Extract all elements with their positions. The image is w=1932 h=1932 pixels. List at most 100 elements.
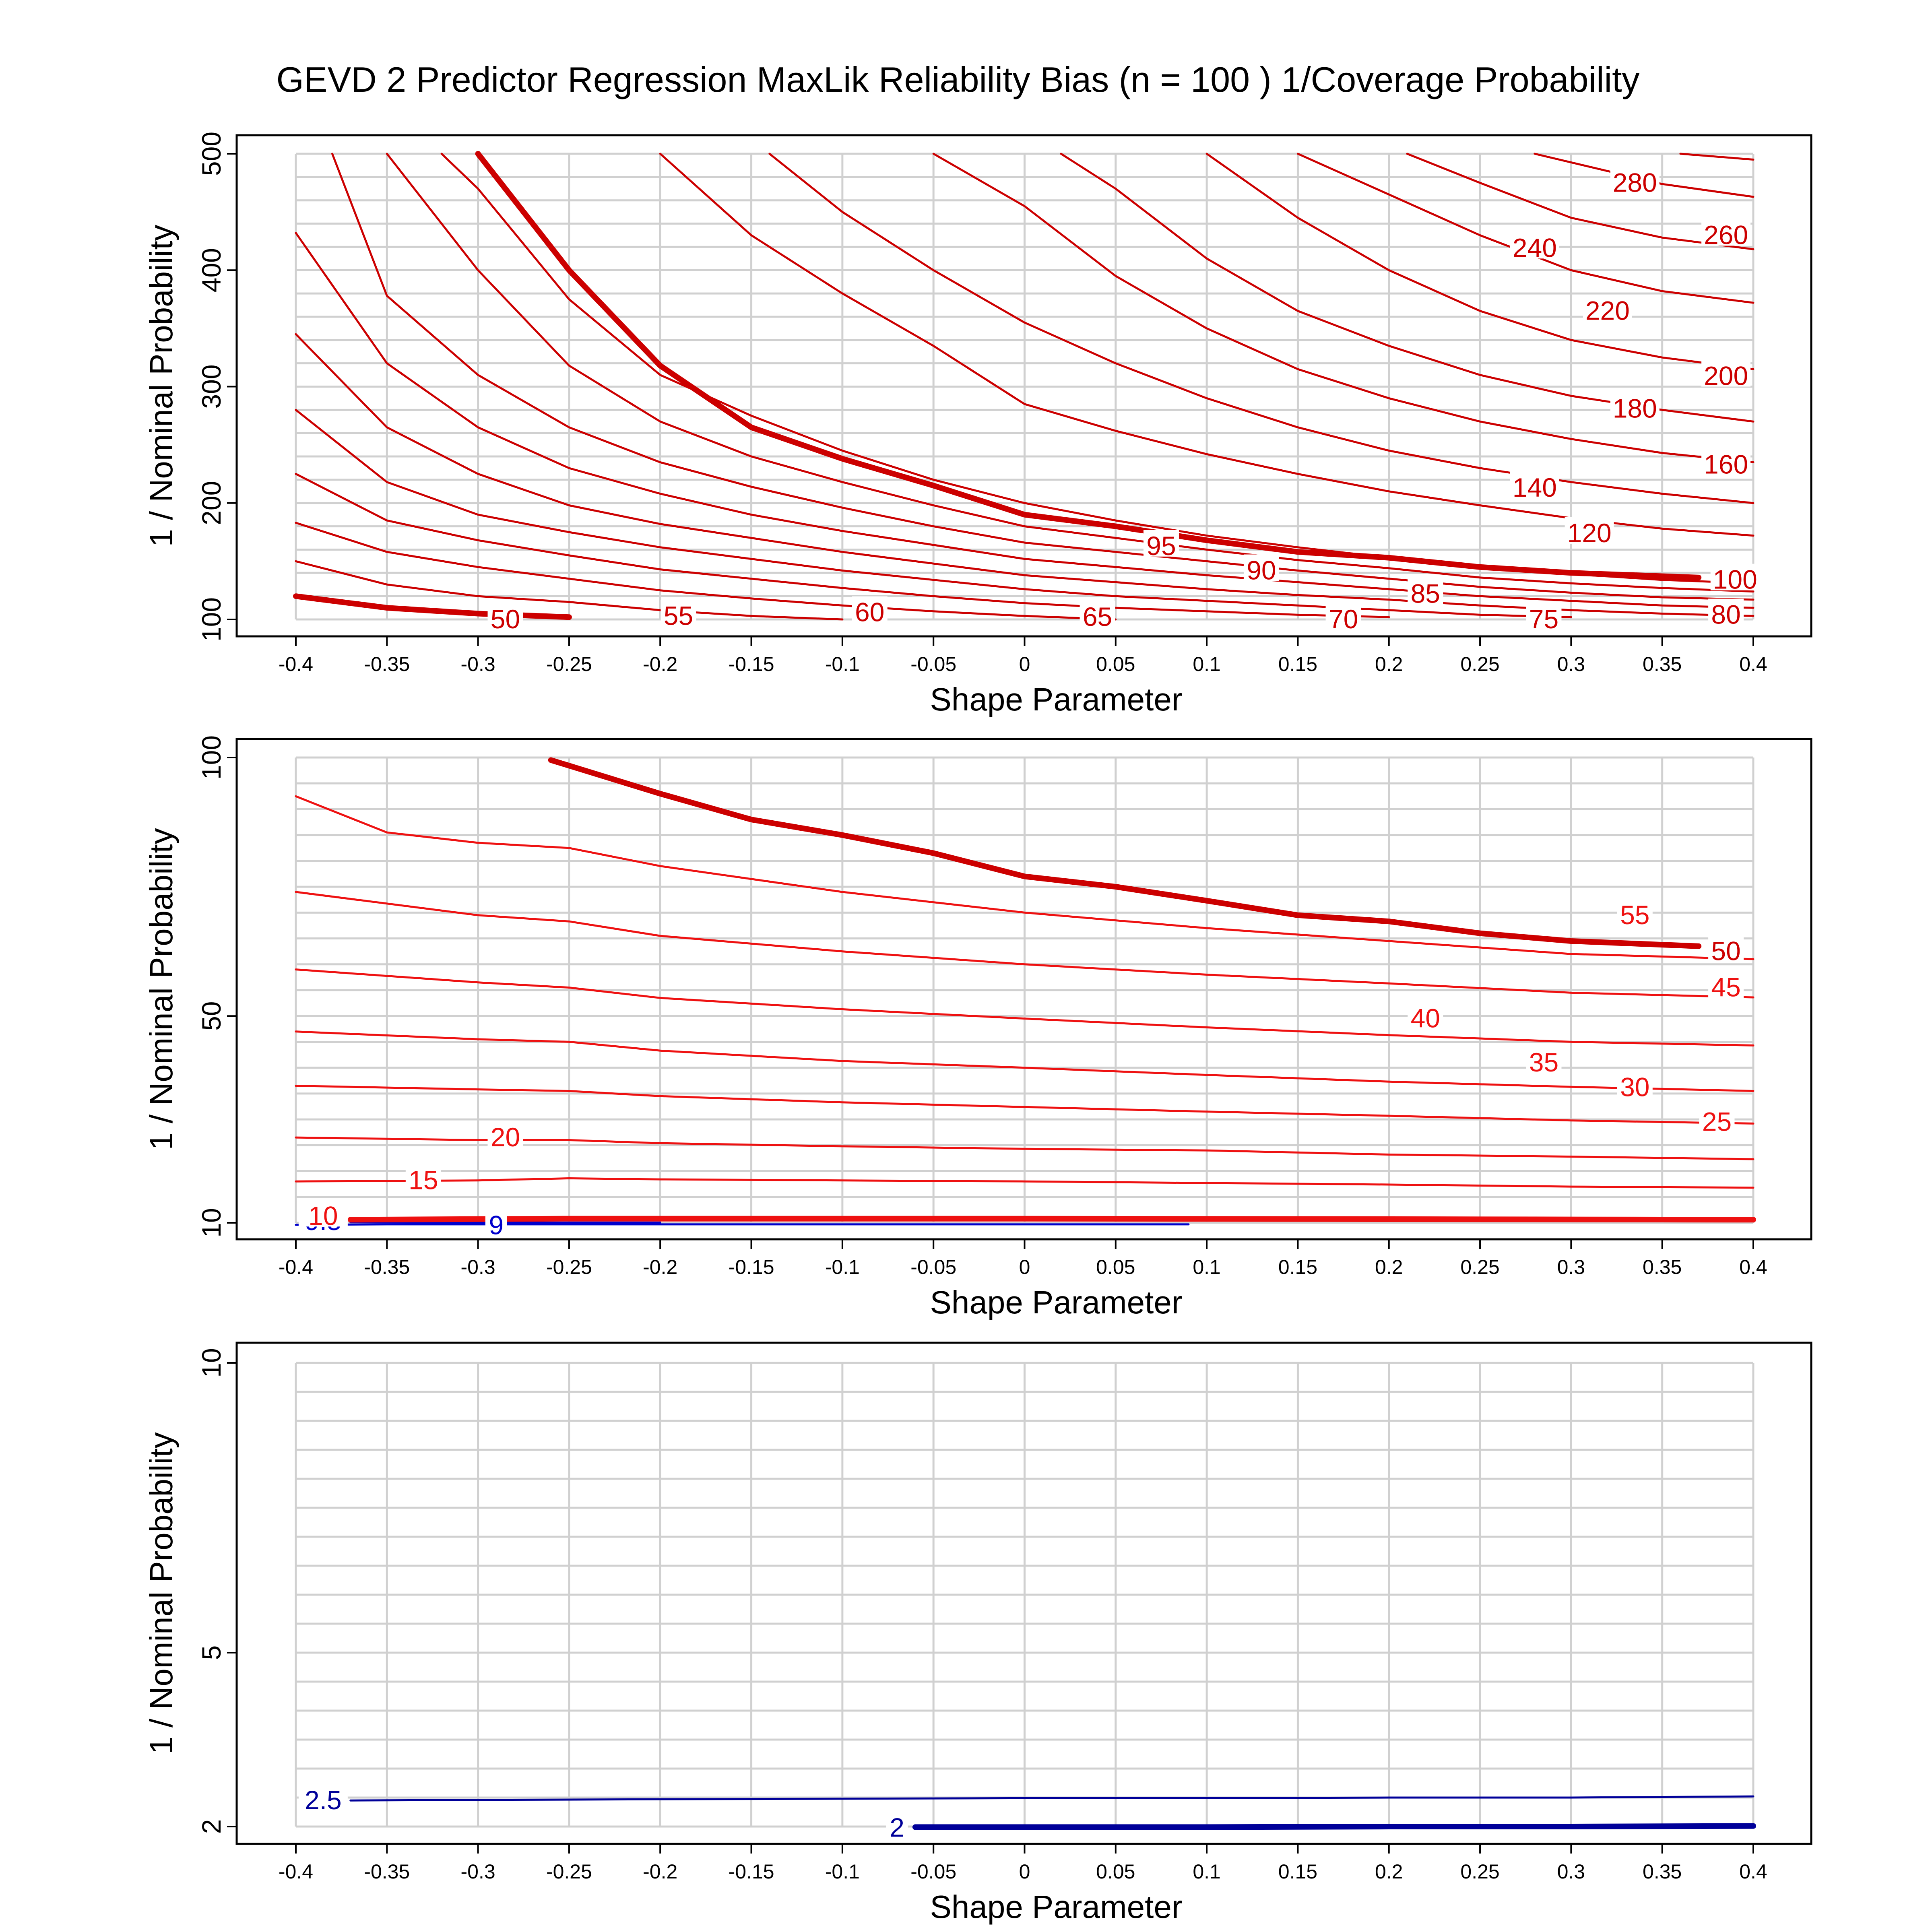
contour-label-bg (1610, 392, 1660, 419)
contour-line-50 (548, 757, 1702, 949)
contour-line-140 (768, 153, 1754, 504)
contour-line-55 (295, 560, 844, 621)
x-tick-label: -0.05 (910, 1256, 956, 1278)
contour-label-bg (1701, 448, 1751, 475)
contour-label-180: 180 (1613, 393, 1657, 423)
contour-label-40: 40 (1411, 1003, 1440, 1033)
y-tick-label: 100 (196, 735, 226, 780)
contour-label-280: 280 (1613, 167, 1657, 197)
contour-label-30: 30 (1620, 1072, 1649, 1102)
contour-line-280 (1679, 153, 1754, 161)
contour-label-20: 20 (491, 1122, 520, 1152)
y-axis-label: 1 / Nominal Probability (143, 828, 179, 1150)
x-tick-label: 0 (1019, 653, 1030, 675)
contour-label-bg (1583, 295, 1632, 322)
contour-label-140: 140 (1513, 473, 1557, 502)
contour-label-35: 35 (1529, 1047, 1558, 1077)
y-tick-label: 10 (196, 1208, 226, 1237)
x-tick-label: 0.4 (1739, 653, 1767, 675)
y-tick-label: 100 (196, 597, 226, 642)
contour-line-50 (293, 593, 572, 620)
x-tick-label: -0.25 (546, 1256, 592, 1278)
contour-label-240: 240 (1513, 233, 1557, 262)
contour-line-160 (932, 153, 1754, 463)
contour-label-bg (405, 1164, 441, 1191)
x-tick-label: 0.4 (1739, 1256, 1767, 1278)
x-tick-label: -0.35 (364, 653, 410, 675)
contour-label-75: 75 (1529, 604, 1558, 634)
x-tick-label: 0 (1019, 1256, 1030, 1278)
x-tick-label: -0.15 (729, 1860, 774, 1883)
contour-label-bg (487, 1121, 523, 1148)
contour-label-bg (298, 1784, 348, 1811)
x-tick-label: 0.1 (1193, 1860, 1221, 1883)
x-tick-label: 0.25 (1460, 1860, 1499, 1883)
contour-label-bg (1708, 599, 1744, 625)
contour-label-bg (305, 1200, 341, 1227)
contour-label-bg (487, 603, 523, 630)
contour-label-bg (1510, 232, 1559, 259)
x-tick-label: -0.3 (461, 1256, 495, 1278)
y-axis-label: 1 / Nominal Probability (143, 225, 179, 547)
contour-label-bg (1243, 554, 1279, 581)
x-tick-label: 0.2 (1375, 1256, 1403, 1278)
contour-label-bg (1710, 564, 1760, 590)
contour-line-90 (386, 153, 1754, 593)
contour-label-bg (1325, 603, 1361, 630)
contour-label-100: 100 (1713, 565, 1757, 594)
contour-label-bg (1510, 472, 1559, 499)
contour-label-bg (1526, 1046, 1562, 1073)
contour-line-260 (1534, 153, 1754, 198)
contour-label-bg (1708, 971, 1744, 998)
x-tick-label: -0.4 (279, 653, 313, 675)
contour-line-60 (295, 522, 1117, 621)
x-tick-label: 0.3 (1557, 653, 1585, 675)
contour-line-15 (295, 1177, 1754, 1189)
x-tick-label: -0.1 (825, 653, 860, 675)
x-tick-label: 0.2 (1375, 653, 1403, 675)
contour-label-bg (1701, 219, 1751, 246)
x-tick-label: -0.35 (364, 1256, 410, 1278)
contour-line-100 (475, 151, 1702, 580)
x-tick-label: 0.25 (1460, 1256, 1499, 1278)
contour-label-60: 60 (855, 597, 884, 627)
contour-label-9: 9 (489, 1210, 504, 1240)
contour-label-bg (485, 1209, 507, 1236)
contour-label-80: 80 (1711, 599, 1740, 629)
contour-line-65 (295, 473, 1390, 618)
contour-label-bg (1408, 578, 1443, 605)
x-tick-label: 0.05 (1096, 1860, 1135, 1883)
y-axis-label: 1 / Nominal Probability (143, 1432, 179, 1754)
x-tick-label: 0.35 (1643, 1860, 1682, 1883)
contour-label-bg (886, 1811, 908, 1838)
x-tick-label: -0.25 (546, 653, 592, 675)
grid (295, 153, 1754, 621)
contour-label-220: 220 (1585, 295, 1630, 325)
contour-line-80 (295, 232, 1754, 609)
contour-label-bg (1080, 601, 1115, 628)
contour-label-95: 95 (1146, 531, 1176, 561)
contours: 99.510152025303540455055 (295, 757, 1756, 1240)
contour-label-50: 50 (491, 604, 520, 634)
grid (295, 756, 1754, 1224)
y-tick-label: 300 (196, 364, 226, 409)
contour-line-20 (295, 1136, 1754, 1160)
x-tick-label: 0.3 (1557, 1256, 1585, 1278)
contour-label-bg (852, 596, 888, 623)
y-tick-label: 2 (196, 1819, 226, 1834)
contours: 50 55 60 65 70 75 80 85 90 95 100 120 140 160 180 200 22… (293, 151, 1760, 634)
contour-line-10 (347, 1216, 1756, 1223)
x-tick-label: 0.05 (1096, 653, 1135, 675)
contour-label-bg (1617, 899, 1653, 926)
x-tick-label: -0.15 (729, 653, 774, 675)
contour-line-75 (295, 333, 1754, 617)
contour-label-bg (1617, 1071, 1653, 1098)
contour-label-50: 50 (1711, 936, 1740, 966)
x-tick-label: 0.35 (1643, 653, 1682, 675)
contour-label-2.5: 2.5 (305, 1785, 342, 1815)
x-tick-label: -0.4 (279, 1256, 313, 1278)
plots: -0.4 -0.35 -0.3 -0.25 -0.2 -0.15 -0.1 -0.05 0 0.0… (143, 132, 1812, 1925)
contour-line-45 (295, 891, 1754, 999)
x-tick-label: -0.05 (910, 1860, 956, 1883)
y-tick-label: 50 (196, 1001, 226, 1031)
